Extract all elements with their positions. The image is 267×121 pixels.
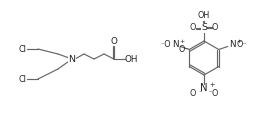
Text: Cl: Cl bbox=[18, 45, 26, 53]
Text: O⁻: O⁻ bbox=[179, 45, 190, 54]
Text: OH: OH bbox=[124, 54, 138, 64]
Text: N: N bbox=[172, 40, 179, 49]
Text: N: N bbox=[200, 83, 208, 93]
Text: O: O bbox=[190, 88, 196, 98]
Text: O: O bbox=[212, 23, 218, 33]
Text: O: O bbox=[190, 23, 196, 33]
Text: ⁻: ⁻ bbox=[199, 90, 202, 96]
Text: O: O bbox=[212, 88, 218, 98]
Text: N: N bbox=[229, 40, 236, 49]
Text: +: + bbox=[237, 39, 242, 44]
Text: S: S bbox=[201, 23, 207, 33]
Text: +: + bbox=[209, 82, 214, 88]
Text: O⁻: O⁻ bbox=[236, 40, 247, 49]
Text: Cl: Cl bbox=[18, 75, 26, 83]
Text: +: + bbox=[179, 39, 184, 44]
Text: OH: OH bbox=[198, 11, 210, 20]
Text: ⁻: ⁻ bbox=[209, 90, 213, 96]
Text: N: N bbox=[69, 54, 76, 64]
Text: O: O bbox=[111, 38, 117, 46]
Text: ⁻O: ⁻O bbox=[161, 40, 172, 49]
